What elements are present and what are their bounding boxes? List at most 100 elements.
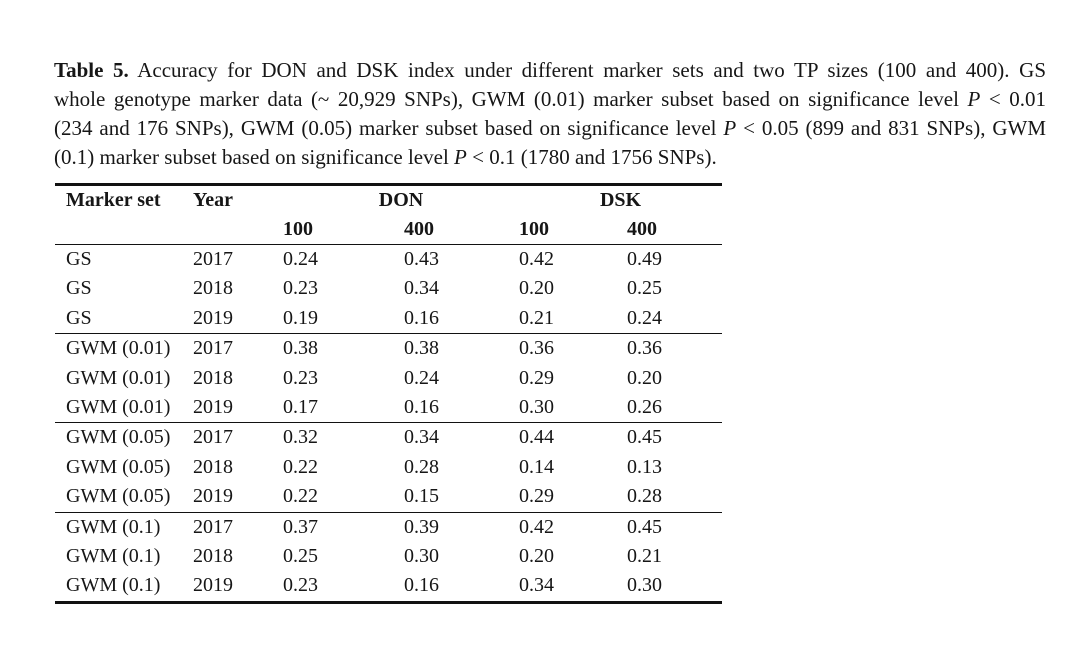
table-cell: 0.23: [283, 277, 318, 300]
table-cell: 0.16: [404, 574, 439, 597]
header-year: Year: [193, 189, 233, 211]
table-row: GWM (0.1) 2018 0.25 0.30 0.20 0.21: [55, 542, 722, 571]
table-cell: 0.21: [627, 545, 663, 568]
table-cell: 0.30: [404, 545, 439, 568]
table-cell: 2019: [193, 482, 283, 513]
caption-text-segment: Accuracy for DON and DSK index under dif…: [128, 58, 1046, 82]
table-row: GWM (0.01) 2018 0.23 0.24 0.29 0.20: [55, 364, 722, 393]
caption-line: (234 and 176 SNPs), GWM (0.05) marker su…: [54, 114, 1046, 143]
header-empty-cell: [55, 215, 193, 245]
table-cell: 0.20: [519, 277, 555, 300]
table-cell: GWM (0.01): [66, 366, 171, 389]
table-cell: 0.23: [283, 574, 318, 597]
table-cell: 0.25: [283, 545, 318, 568]
table-cell: 0.44: [519, 426, 555, 449]
caption-text-segment: whole genotype marker data (~ 20,929 SNP…: [54, 87, 968, 111]
table-cell: GS: [55, 303, 193, 335]
table-cell: 2019: [193, 393, 283, 424]
table-header-group-row: Marker set Year DON DSK: [55, 185, 722, 216]
table-caption: Table 5. Accuracy for DON and DSK index …: [54, 56, 1046, 172]
table-cell: 0.36: [519, 337, 555, 360]
header-marker-set: Marker set: [66, 189, 161, 211]
table-header: Marker set Year DON DSK 100 400 100 400: [55, 185, 723, 245]
table-cell: 0.42: [519, 515, 555, 538]
header-dsk-100: 100: [519, 215, 628, 245]
accuracy-table: Marker set Year DON DSK 100 400 100 400 …: [55, 183, 723, 604]
table-cell: 0.37: [283, 515, 318, 538]
table-cell: 0.14: [519, 455, 555, 478]
table-cell: 0.28: [404, 455, 439, 478]
header-empty-cell: [193, 215, 283, 245]
table-cell: 2017: [193, 426, 233, 449]
table-cell: 0.16: [404, 393, 520, 424]
table-cell: 0.32: [283, 426, 318, 449]
table-cell: GS: [66, 277, 92, 300]
table-row: GWM (0.05) 2018 0.22 0.28 0.14 0.13: [55, 453, 722, 482]
table-cell: GWM (0.05): [55, 482, 193, 513]
caption-text-segment: P: [967, 87, 981, 111]
table-cell: 0.36: [627, 337, 663, 360]
table-row: GWM (0.1) 2019 0.23 0.16 0.34 0.30: [55, 571, 722, 602]
table-cell: 2017: [193, 515, 233, 538]
table-cell: 0.28: [627, 482, 723, 513]
table-body: GS 2017 0.24 0.43 0.42 0.49 GS 2018 0.23 0.34 0.20…: [55, 245, 723, 603]
table-cell: 0.22: [283, 455, 318, 478]
table-cell: 0.30: [627, 574, 663, 597]
table-cell: 0.29: [519, 366, 555, 389]
caption-text-segment: < 0.01: [980, 87, 1047, 111]
table-cell: GWM (0.05): [66, 426, 171, 449]
header-dsk: DSK: [599, 189, 642, 211]
table-row: GS 2018 0.23 0.34 0.20 0.25: [55, 274, 722, 303]
table-cell: 0.38: [404, 337, 439, 360]
caption-text-segment: < 0.05 (899 and 831 SNPs), GWM: [736, 116, 1046, 140]
table-row: GWM (0.05) 2017 0.32 0.34 0.44 0.45: [55, 423, 722, 453]
caption-text-segment: P: [723, 116, 737, 140]
table-cell: 0.24: [283, 248, 318, 270]
caption-line: Table 5. Accuracy for DON and DSK index …: [54, 56, 1046, 85]
table-cell: GWM (0.05): [66, 455, 171, 478]
table-cell: 2017: [193, 337, 233, 360]
table-cell: 0.45: [627, 426, 663, 449]
table-cell: 0.21: [519, 303, 628, 335]
table-cell: GS: [66, 248, 92, 270]
table-cell: 2017: [193, 248, 233, 270]
table-cell: 0.43: [404, 248, 439, 270]
caption-text-segment: < 0.1 (1780 and 1756 SNPs).: [466, 145, 717, 169]
table-cell: 2018: [193, 366, 233, 389]
table-cell: GWM (0.01): [66, 337, 171, 360]
caption-text-segment: (234 and 176 SNPs), GWM (0.05) marker su…: [54, 116, 724, 140]
table-row: GWM (0.05) 2019 0.22 0.15 0.29 0.28: [55, 482, 723, 513]
table-row: GS 2019 0.19 0.16 0.21 0.24: [55, 303, 723, 335]
table-cell: GWM (0.1): [66, 574, 161, 597]
table-cell: 2018: [193, 455, 233, 478]
table-cell: 0.19: [283, 303, 404, 335]
table-cell: 0.23: [283, 366, 318, 389]
table-cell: 2019: [193, 303, 283, 335]
table-cell: 0.20: [627, 366, 663, 389]
table-cell: 0.42: [519, 248, 555, 270]
table-cell: 0.34: [519, 574, 555, 597]
caption-line: whole genotype marker data (~ 20,929 SNP…: [54, 85, 1046, 114]
table-cell: 0.17: [283, 393, 404, 424]
header-don-400: 400: [404, 215, 520, 245]
caption-text-segment: Table 5.: [54, 58, 129, 82]
table-cell: 0.22: [283, 482, 404, 513]
table-cell: 0.15: [404, 482, 520, 513]
table-cell: 0.39: [404, 515, 439, 538]
table-row: GS 2017 0.24 0.43 0.42 0.49: [55, 245, 722, 275]
caption-text-segment: P: [454, 145, 467, 169]
table-cell: GWM (0.01): [55, 393, 193, 424]
table-cell: 0.13: [627, 455, 663, 478]
table-cell: 0.38: [283, 337, 318, 360]
table-cell: 0.24: [627, 303, 723, 335]
table-cell: 0.34: [404, 426, 439, 449]
table-header-size-row: 100 400 100 400: [55, 215, 723, 245]
table-cell: GWM (0.1): [66, 515, 161, 538]
table-cell: 2019: [193, 574, 233, 597]
table-cell: 0.29: [519, 482, 628, 513]
caption-text-segment: (0.1) marker subset based on significanc…: [54, 145, 455, 169]
table-row: GWM (0.01) 2017 0.38 0.38 0.36 0.36: [55, 334, 722, 364]
table-cell: 0.25: [627, 277, 663, 300]
table-cell: 0.30: [519, 393, 628, 424]
